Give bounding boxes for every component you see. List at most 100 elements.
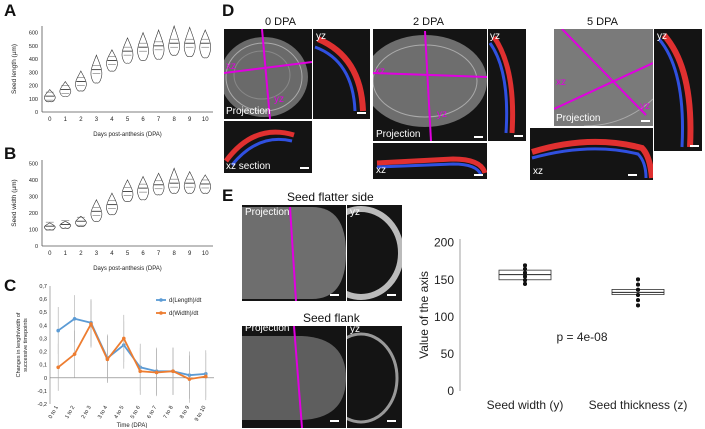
y-tick-label: 100: [29, 227, 38, 233]
violin: [75, 70, 87, 92]
y-tick-label: 50: [441, 347, 455, 361]
y-tick-label: 400: [29, 57, 38, 63]
x-tick-label: Seed thickness (z): [589, 398, 688, 412]
legend-marker: [159, 298, 163, 302]
violin: [121, 37, 134, 64]
scalebar: [641, 120, 650, 122]
violin: [152, 172, 165, 196]
panel-letter-d: D: [222, 1, 235, 20]
y-tick-label: -0,2: [38, 402, 47, 408]
label-projection-flat: Projection: [245, 207, 290, 218]
x-tick-label: Seed width (y): [487, 398, 564, 412]
y-tick-label: 600: [29, 31, 38, 37]
scalebar: [474, 174, 483, 176]
data-point: [56, 365, 60, 370]
x-tick-label: 8 to 9: [179, 405, 191, 420]
y-tick-label: 0: [44, 376, 47, 382]
e-title-flatter-side: Seed flatter side: [287, 190, 374, 204]
legend-label: d(Length)/dt: [169, 298, 202, 304]
label-yz-0dpa-proj: yz: [274, 94, 284, 105]
x-tick-label: 4: [110, 117, 114, 123]
y-tick-label: 0,4: [39, 323, 47, 329]
x-tick-label: 10: [202, 251, 209, 257]
y-tick-label: 100: [434, 310, 454, 324]
x-tick-label: 3: [95, 117, 99, 123]
x-tick-label: 9 to 10: [194, 405, 208, 423]
d-title-2dpa: 2 DPA: [413, 16, 444, 28]
data-point: [72, 316, 77, 321]
x-tick-label: 1: [64, 117, 68, 123]
x-tick-label: 0: [48, 251, 52, 257]
chart-b: 0 100 200 300 400 500 0 1 2 3 4 5 6 7 8 9 10 Days post-an…: [11, 160, 213, 272]
y-tick-label: 100: [29, 97, 38, 103]
violin: [137, 31, 149, 61]
label-projection-flank: Projection: [245, 326, 290, 334]
data-point: [523, 281, 527, 286]
violin: [183, 170, 196, 194]
x-axis-label: Days post-anthesis (DPA): [93, 132, 162, 138]
label-yz-0dpa: yz: [316, 31, 326, 42]
panel-letter-e: E: [222, 186, 234, 205]
series-line-0: [57, 317, 206, 377]
violin: [59, 81, 72, 97]
y-axis-label: Value of the axis: [417, 271, 431, 359]
violin: [43, 89, 56, 103]
x-tick-label: 5: [126, 117, 130, 123]
x-tick-label: 6 to 7: [146, 405, 158, 420]
data-point: [636, 298, 640, 303]
y-tick-label: 0,3: [39, 336, 47, 342]
chart-a: 0 100 200 300 400 500 600 0 1 2 3 4 5 6 7 8 9 10 Days post…: [11, 24, 213, 138]
legend-marker: [159, 311, 163, 315]
y-tick-label: 200: [29, 211, 38, 217]
x-tick-label: 3: [95, 251, 99, 257]
x-tick-label: 0: [48, 117, 52, 123]
x-tick-label: 2: [79, 117, 83, 123]
y-tick-label: 0,5: [39, 310, 47, 316]
x-tick-label: 9: [188, 117, 192, 123]
y-tick-label: 0,2: [39, 350, 47, 356]
y-axis-label: Seed width (µm): [11, 179, 18, 226]
scalebar: [387, 294, 396, 296]
label-xz-2dpa-sec: xz: [376, 165, 386, 176]
y-tick-label: 0,1: [39, 363, 47, 369]
micrograph-flatter-yz: yz: [347, 205, 402, 301]
data-point: [636, 303, 640, 308]
data-point: [171, 369, 175, 374]
scalebar: [330, 294, 339, 296]
panel-letter-b: B: [4, 144, 17, 163]
x-tick-label: 9: [188, 251, 192, 257]
y-tick-label: 0,7: [39, 284, 47, 290]
violin: [199, 29, 212, 59]
chart-e: 0 50 100 150 200 Seed width (y) Seed thickness…: [417, 236, 688, 412]
violin: [121, 179, 134, 202]
y-tick-label: 400: [29, 178, 38, 184]
x-tick-label: 1 to 2: [64, 405, 76, 420]
e-title-flank: Seed flank: [303, 311, 360, 325]
label-xz-2dpa: xz: [375, 66, 385, 77]
micrograph-5dpa-yz: yz: [654, 29, 702, 151]
x-axis-label: Days post-anthesis (DPA): [93, 266, 162, 272]
y-tick-label: 500: [29, 161, 38, 167]
x-tick-label: 2: [79, 251, 83, 257]
data-point: [72, 352, 77, 356]
y-tick-label: 200: [29, 84, 38, 90]
violin: [183, 26, 196, 57]
x-axis-label: Time (DPA): [117, 423, 148, 428]
x-tick-label: 5 to 6: [130, 405, 142, 420]
data-point: [523, 267, 527, 272]
label-xz-5dpa: xz: [556, 77, 566, 88]
y-tick-label: 0,6: [39, 297, 47, 303]
violin: [152, 29, 165, 60]
panel-letter-a: A: [4, 1, 17, 20]
p-value-annotation: p = 4e-08: [556, 330, 607, 344]
label-xz-5dpa-sec: xz: [533, 166, 543, 177]
legend-label: d(Width)/dt: [169, 311, 199, 317]
x-tick-label: 10: [202, 117, 209, 123]
scalebar: [474, 136, 483, 138]
violin: [168, 24, 180, 56]
data-point: [154, 370, 159, 375]
scalebar: [300, 167, 309, 169]
y-tick-label: 0: [447, 384, 454, 398]
label-projection-5dpa: Projection: [556, 113, 601, 124]
scalebar: [387, 420, 396, 422]
